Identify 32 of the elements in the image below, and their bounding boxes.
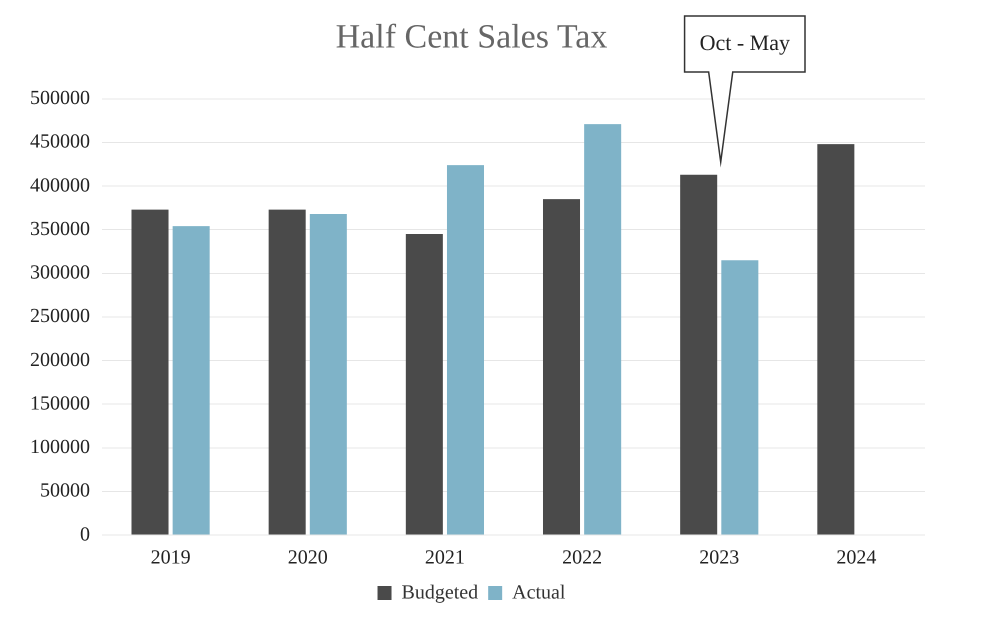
bar	[268, 210, 306, 534]
x-tick-label: 2022	[562, 546, 602, 568]
bar	[721, 260, 758, 534]
legend-label: Actual	[512, 581, 566, 604]
bar	[310, 214, 347, 534]
bar	[542, 199, 580, 534]
x-tick-label: 2019	[150, 546, 191, 568]
y-tick-label: 400000	[30, 174, 90, 196]
y-tick-label: 50000	[40, 480, 90, 502]
bar	[680, 174, 718, 534]
y-tick-label: 150000	[30, 392, 90, 414]
y-tick-label: 500000	[30, 87, 90, 110]
x-tick-label: 2021	[424, 546, 465, 568]
bar	[446, 165, 484, 534]
bar	[817, 144, 854, 534]
y-tick-label: 450000	[30, 130, 90, 153]
legend-label: Budgeted	[402, 581, 478, 604]
x-tick-label: 2020	[288, 546, 328, 568]
x-tick-label: 2023	[699, 546, 740, 568]
y-tick-label: 0	[80, 523, 90, 546]
x-tick-label: 2024	[836, 546, 876, 568]
bar	[172, 226, 210, 534]
text: Oct - May	[700, 30, 790, 55]
chart-title: Half Cent Sales Tax	[336, 18, 608, 56]
bar	[584, 124, 622, 534]
y-tick-label: 350000	[30, 218, 90, 240]
y-tick-label: 250000	[30, 305, 90, 328]
bar	[131, 210, 169, 534]
bar	[406, 234, 443, 534]
y-tick-label: 100000	[30, 436, 90, 458]
y-tick-label: 300000	[30, 262, 90, 284]
y-tick-label: 200000	[30, 348, 90, 371]
